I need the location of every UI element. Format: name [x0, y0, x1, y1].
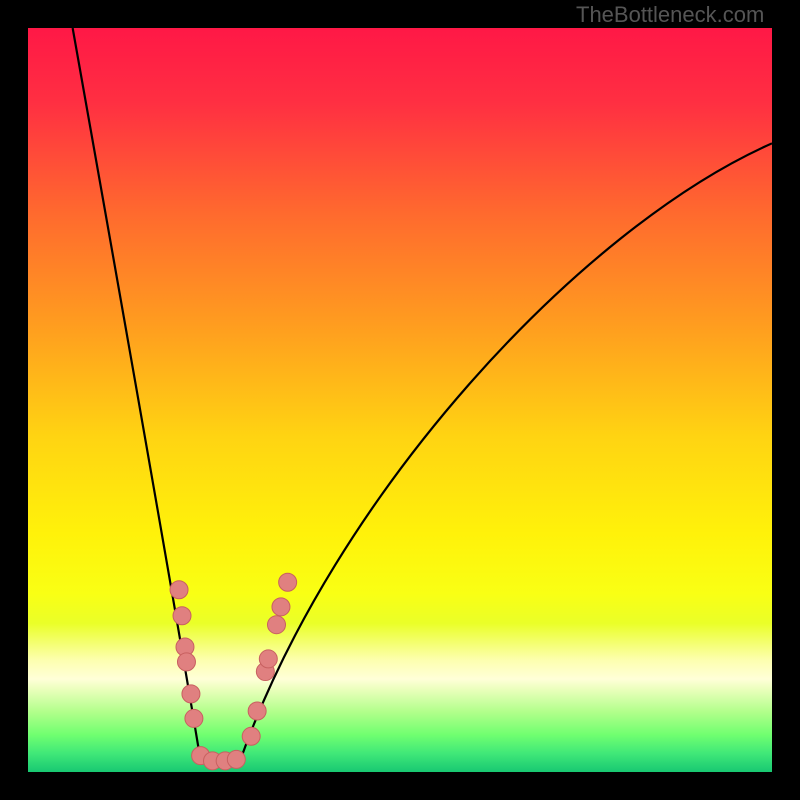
data-marker	[259, 650, 277, 668]
data-marker	[182, 685, 200, 703]
data-marker	[170, 581, 188, 599]
data-marker	[242, 727, 260, 745]
data-marker	[248, 702, 266, 720]
data-marker	[268, 616, 286, 634]
data-marker	[227, 750, 245, 768]
watermark-text: TheBottleneck.com	[576, 2, 764, 28]
data-marker	[279, 573, 297, 591]
data-marker	[173, 607, 191, 625]
data-marker	[185, 709, 203, 727]
plot-area	[28, 28, 772, 772]
right-curve	[240, 143, 772, 761]
curve-layer	[28, 28, 772, 772]
data-marker	[272, 598, 290, 616]
data-marker	[177, 653, 195, 671]
